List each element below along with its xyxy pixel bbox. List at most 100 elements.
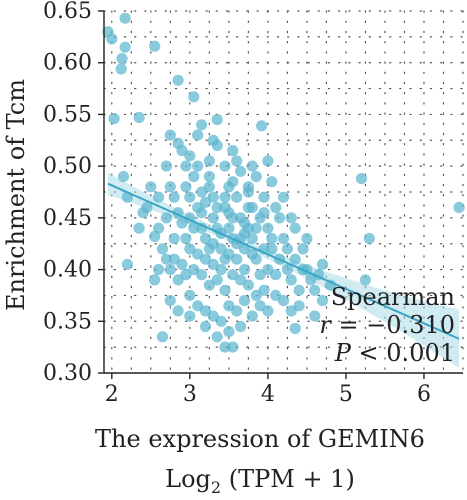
- data-point: [153, 222, 165, 234]
- data-point: [277, 191, 290, 203]
- data-point: [149, 40, 161, 52]
- data-point: [153, 264, 165, 276]
- data-point: [149, 274, 161, 286]
- points-layer: [102, 12, 465, 353]
- data-point: [184, 289, 196, 301]
- data-point: [293, 284, 305, 296]
- data-point: [223, 207, 235, 219]
- data-point: [266, 232, 278, 245]
- y-tick-label: 0.35: [43, 309, 92, 334]
- data-point: [242, 181, 254, 193]
- data-point: [207, 212, 219, 224]
- data-point: [254, 269, 266, 281]
- data-point: [176, 258, 188, 270]
- data-point: [196, 207, 208, 219]
- data-point: [188, 91, 200, 103]
- annotation-p-value: < 0.001: [351, 339, 455, 367]
- data-point: [258, 207, 270, 219]
- x-tick-label: 4: [261, 382, 275, 407]
- data-point: [285, 274, 297, 286]
- data-point: [250, 289, 262, 301]
- data-point: [277, 232, 290, 245]
- data-point: [106, 33, 118, 45]
- data-point: [266, 243, 278, 255]
- data-point: [215, 315, 227, 327]
- regression-line-layer: [107, 182, 460, 340]
- x-axis-label-units: (TPM + 1): [221, 465, 355, 493]
- data-point: [184, 243, 196, 255]
- ticks-layer: 0.30 0.35 0.40 0.45 0.50 0.55 0.60 0.65 2 3 4 5 6: [43, 0, 431, 407]
- x-axis-label-log: Log: [165, 465, 211, 493]
- data-point: [172, 274, 184, 286]
- data-point: [164, 181, 176, 193]
- data-point: [262, 222, 274, 234]
- data-point: [168, 232, 180, 245]
- data-point: [363, 232, 375, 245]
- data-point: [108, 113, 120, 125]
- y-tick-label: 0.55: [43, 102, 92, 127]
- annotation-r: r = −0.310: [319, 311, 455, 339]
- data-point: [172, 74, 184, 86]
- x-axis-label-line2: Log2 (TPM + 1): [165, 465, 355, 497]
- data-point: [211, 114, 223, 126]
- data-point: [250, 222, 262, 234]
- data-point: [270, 201, 282, 214]
- data-point: [156, 331, 169, 343]
- data-point: [246, 248, 258, 260]
- data-point: [246, 310, 258, 322]
- data-point: [149, 230, 161, 243]
- x-axis-label-subscript: 2: [211, 478, 221, 497]
- y-tick-label: 0.40: [43, 258, 92, 283]
- data-point: [238, 227, 251, 239]
- data-point: [289, 222, 301, 234]
- data-point: [238, 295, 251, 307]
- data-point: [359, 274, 371, 286]
- data-point: [164, 264, 176, 276]
- data-point: [355, 173, 368, 185]
- data-point: [184, 310, 196, 322]
- data-point: [192, 129, 204, 141]
- data-point: [270, 269, 282, 281]
- data-point: [196, 186, 208, 198]
- x-tick-label: 2: [105, 382, 119, 407]
- data-point: [192, 248, 204, 260]
- data-point: [160, 212, 172, 224]
- y-tick-label: 0.65: [43, 0, 92, 24]
- data-point: [223, 248, 235, 260]
- annotation-r-value: = −0.310: [331, 311, 455, 339]
- data-point: [281, 243, 293, 255]
- x-axis-label-line1: The expression of GEMIN6: [95, 425, 425, 453]
- data-point: [219, 284, 231, 296]
- data-point: [133, 111, 145, 124]
- data-point: [184, 150, 196, 162]
- data-point: [117, 170, 130, 183]
- data-point: [164, 129, 176, 141]
- data-point: [160, 160, 172, 172]
- data-point: [316, 258, 329, 270]
- data-point: [453, 201, 465, 214]
- data-point: [238, 264, 251, 276]
- data-point: [133, 222, 145, 234]
- spearman-annotation: Spearman r = −0.310 P < 0.001: [319, 283, 455, 367]
- data-point: [115, 63, 127, 75]
- data-point: [258, 191, 270, 203]
- data-point: [238, 217, 251, 229]
- data-point: [199, 320, 212, 333]
- data-point: [160, 253, 172, 265]
- data-point: [145, 181, 157, 193]
- data-point: [250, 170, 262, 183]
- annotation-p-var: P: [334, 339, 352, 367]
- data-point: [164, 295, 176, 307]
- data-point: [219, 341, 231, 353]
- data-point: [289, 322, 301, 335]
- data-point: [196, 119, 208, 131]
- data-point: [207, 258, 219, 270]
- data-point: [235, 320, 247, 333]
- x-tick-label: 6: [417, 382, 431, 407]
- data-point: [203, 155, 215, 167]
- data-point: [256, 120, 268, 132]
- data-point: [188, 170, 200, 183]
- y-tick-label: 0.30: [43, 361, 92, 386]
- y-axis-label: Enrichment of Tcm: [2, 79, 30, 311]
